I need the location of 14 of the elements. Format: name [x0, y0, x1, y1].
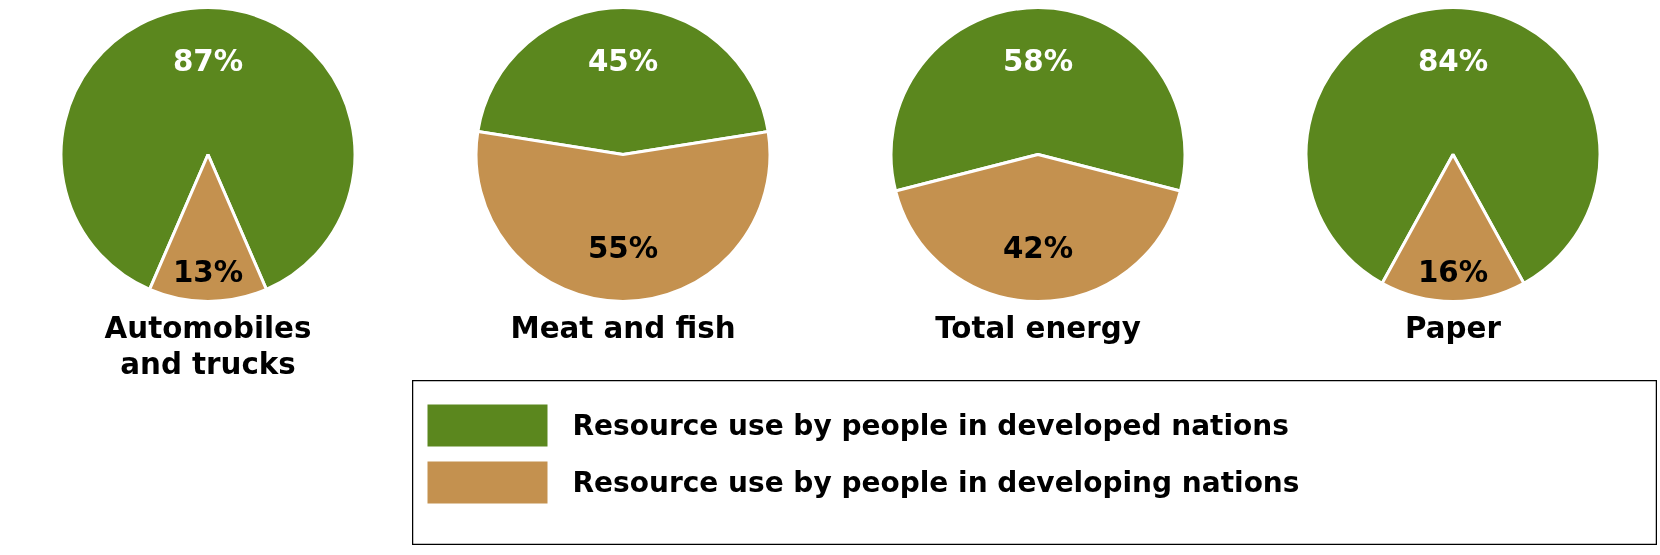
data-label: 45% — [587, 44, 659, 79]
legend-label: Resource use by people in developing nations — [572, 466, 1300, 499]
data-label: 13% — [172, 254, 244, 289]
text: Total energy — [935, 310, 1141, 345]
data-label: 84% — [1417, 44, 1489, 79]
text: Meat and fish — [510, 310, 736, 345]
text: Automobiles and trucks — [104, 310, 312, 381]
data-label: 87% — [172, 44, 244, 79]
data-label: 42% — [1002, 230, 1074, 265]
data-label: 55% — [587, 230, 659, 265]
data-label: 16% — [1417, 254, 1489, 289]
text: Paper — [1405, 310, 1502, 345]
data-label: 58% — [1002, 44, 1074, 79]
legend-label: Resource use by people in developed nations — [572, 409, 1289, 442]
